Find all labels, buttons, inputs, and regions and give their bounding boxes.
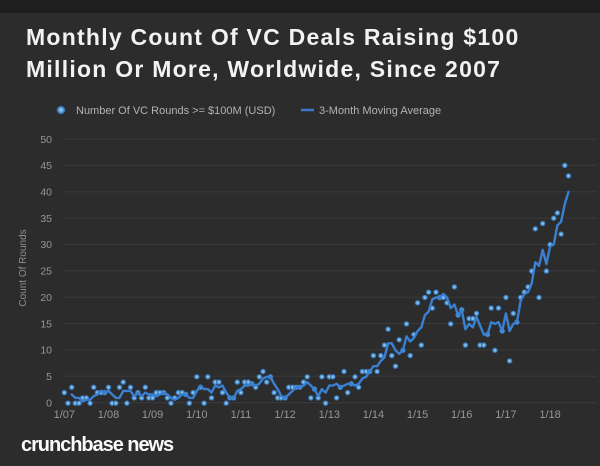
svg-text:1/11: 1/11	[231, 409, 252, 421]
svg-text:40: 40	[40, 187, 52, 199]
svg-text:35: 35	[40, 213, 52, 225]
svg-text:1/09: 1/09	[142, 409, 163, 421]
svg-text:1/17: 1/17	[495, 409, 516, 421]
svg-text:25: 25	[40, 266, 52, 278]
svg-text:1/13: 1/13	[319, 409, 340, 421]
svg-text:5: 5	[46, 371, 52, 383]
svg-text:3-Month Moving Average: 3-Month Moving Average	[319, 105, 441, 117]
svg-text:30: 30	[40, 239, 52, 251]
svg-text:1/10: 1/10	[186, 409, 207, 421]
svg-text:10: 10	[40, 345, 52, 357]
svg-text:45: 45	[40, 160, 52, 172]
svg-text:15: 15	[40, 318, 52, 330]
svg-text:Number Of VC Rounds >= $100M (: Number Of VC Rounds >= $100M (USD)	[76, 105, 275, 117]
svg-text:1/07: 1/07	[54, 409, 75, 421]
svg-text:Count Of Rounds: Count Of Rounds	[18, 229, 29, 306]
svg-text:1/18: 1/18	[539, 409, 560, 421]
svg-text:1/15: 1/15	[407, 409, 428, 421]
svg-text:1/16: 1/16	[451, 409, 472, 421]
svg-text:1/08: 1/08	[98, 409, 119, 421]
svg-text:50: 50	[40, 134, 52, 146]
svg-text:0: 0	[46, 397, 52, 409]
svg-text:20: 20	[40, 292, 52, 304]
svg-text:1/14: 1/14	[363, 409, 384, 421]
svg-text:1/12: 1/12	[274, 409, 295, 421]
